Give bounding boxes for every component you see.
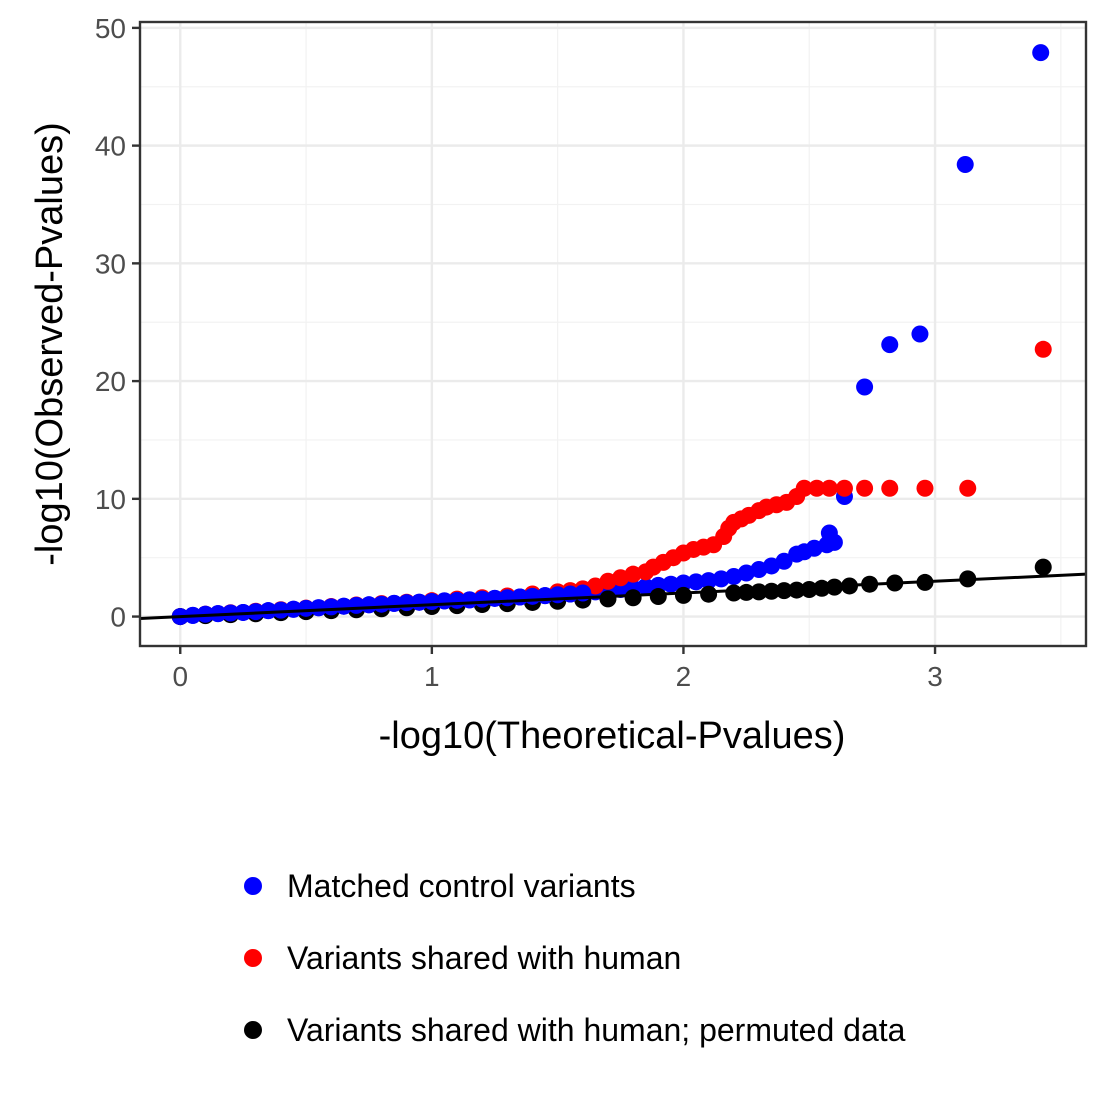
data-point [700, 572, 718, 590]
data-point [916, 479, 934, 497]
data-point [272, 601, 290, 619]
data-point [1032, 44, 1050, 62]
data-point [959, 479, 977, 497]
data-point [795, 479, 813, 497]
data-point [599, 590, 617, 608]
data-point [763, 582, 781, 600]
data-point [881, 479, 899, 497]
x-axis-title: -log10(Theoretical-Pvalues) [379, 715, 846, 757]
data-point [808, 479, 826, 497]
data-point [911, 325, 929, 343]
data-point [662, 575, 680, 593]
data-point [725, 584, 743, 602]
data-point [674, 586, 692, 604]
legend: Matched control variants Variants shared … [244, 868, 906, 1048]
data-point [800, 580, 818, 598]
legend-key [244, 949, 262, 967]
panel-border [138, 20, 1088, 648]
y-tick-label: 0 [110, 602, 126, 633]
data-point [637, 578, 655, 596]
data-point [649, 588, 667, 606]
y-tick-label: 20 [95, 366, 126, 397]
data-point [813, 579, 831, 597]
legend-key [244, 1021, 262, 1039]
x-tick-label: 3 [927, 661, 943, 692]
data-point [674, 574, 692, 592]
data-point [700, 585, 718, 603]
data-point [856, 479, 874, 497]
data-point [712, 570, 730, 588]
x-tick-label: 2 [676, 661, 692, 692]
data-point [687, 573, 705, 591]
y-tick-label: 30 [95, 248, 126, 279]
data-point [624, 565, 642, 583]
data-point [881, 336, 899, 354]
data-point [820, 479, 838, 497]
y-tick-label: 50 [95, 13, 126, 44]
data-point [612, 580, 630, 598]
plot-panel-frame [138, 20, 1088, 648]
legend-key [244, 877, 262, 895]
legend-label: Matched control variants [287, 868, 636, 904]
y-tick-label: 40 [95, 131, 126, 162]
y-tick-label: 10 [95, 484, 126, 515]
data-point [775, 582, 793, 600]
data-point [788, 581, 806, 599]
x-tick-label: 1 [424, 661, 440, 692]
data-point [956, 155, 974, 173]
data-point [624, 589, 642, 607]
data-point [856, 378, 874, 396]
legend-label: Variants shared with human; permuted dat… [287, 1012, 906, 1048]
axis-titles: -log10(Theoretical-Pvalues) -log10(Obser… [29, 122, 845, 757]
data-point [297, 599, 315, 617]
y-axis-title: -log10(Observed-Pvalues) [29, 122, 71, 566]
data-point [775, 552, 793, 570]
data-point [284, 600, 302, 618]
grid-lines [140, 22, 1086, 646]
x-tick-label: 0 [172, 661, 188, 692]
data-point [737, 583, 755, 601]
data-point [1034, 558, 1052, 576]
data-points-layer [139, 44, 1087, 626]
data-point [835, 479, 853, 497]
data-point [259, 602, 277, 620]
data-point [750, 583, 768, 601]
data-point [820, 524, 838, 542]
legend-label: Variants shared with human [287, 940, 681, 976]
data-point [310, 599, 328, 617]
reference-line [139, 572, 1087, 620]
data-point [1034, 340, 1052, 358]
